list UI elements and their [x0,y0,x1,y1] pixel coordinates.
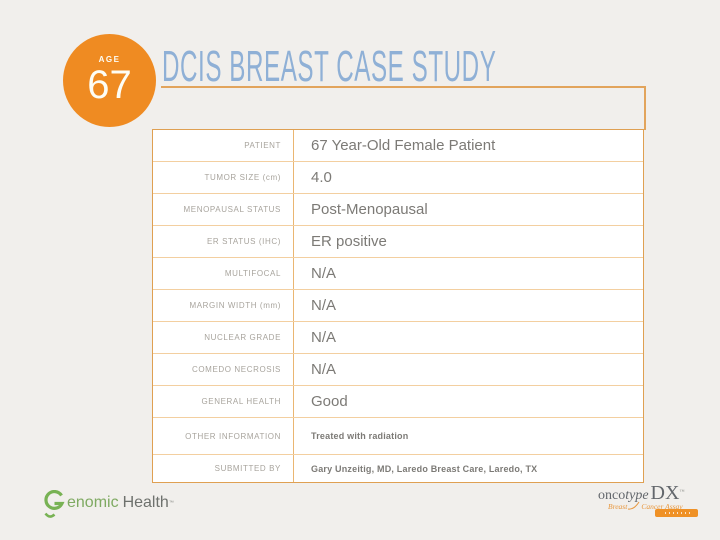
genomic-health-wordmark: enomic Health™ [67,492,174,514]
row-value: Good [311,393,348,410]
genomic-text: enomic [67,494,119,511]
row-label: MENOPAUSAL STATUS [153,194,294,225]
type-text: type [625,488,649,503]
orange-ribbon-badge-icon [655,509,698,517]
row-label: MARGIN WIDTH (mm) [153,290,294,321]
table-row: SUBMITTED BY Gary Unzeitig, MD, Laredo Br… [153,454,643,482]
swoosh-icon [628,501,640,510]
header-connector-line [644,86,646,130]
page-title: DCIS BREAST CASE STUDY [162,42,497,91]
oncotype-dx-wordmark: oncotype DX™ [598,482,713,504]
table-row: TUMOR SIZE (cm) 4.0 [153,161,643,193]
row-value: 67 Year-Old Female Patient [311,137,496,154]
trademark-symbol: ™ [679,490,685,495]
oncotype-dx-logo: oncotype DX™ Breast Cancer Assay [598,482,713,517]
table-row: MARGIN WIDTH (mm) N/A [153,289,643,321]
row-value: N/A [311,329,337,346]
row-value: N/A [311,361,337,378]
table-row: MULTIFOCAL N/A [153,257,643,289]
row-label: ER STATUS (IHC) [153,226,294,257]
table-row: OTHER INFORMATION Treated with radiation [153,417,643,454]
row-value: Treated with radiation [311,431,409,441]
row-label: MULTIFOCAL [153,258,294,289]
table-row: ER STATUS (IHC) ER positive [153,225,643,257]
row-label: TUMOR SIZE (cm) [153,162,294,193]
row-value: Post-Menopausal [311,201,428,218]
genomic-health-helix-g-icon [44,490,65,518]
header-underline [161,86,645,88]
row-label: SUBMITTED BY [153,455,294,482]
cancer-assay-text: Cancer Assay [641,502,683,511]
table-row: GENERAL HEALTH Good [153,385,643,417]
row-label: NUCLEAR GRADE [153,322,294,353]
row-value: N/A [311,265,337,282]
table-row: MENOPAUSAL STATUS Post-Menopausal [153,193,643,225]
row-value: 4.0 [311,169,332,186]
row-label: PATIENT [153,130,294,161]
onco-text: onco [598,488,626,503]
genomic-health-logo: enomic Health™ [42,490,174,522]
row-label: COMEDO NECROSIS [153,354,294,385]
row-value: Gary Unzeitig, MD, Laredo Breast Care, L… [311,463,538,474]
row-label: OTHER INFORMATION [153,418,294,454]
table-row: NUCLEAR GRADE N/A [153,321,643,353]
row-value: N/A [311,297,337,314]
dx-text: DX [650,482,680,504]
age-value: 67 [87,63,132,107]
trademark-symbol: ™ [168,500,174,506]
table-row: PATIENT 67 Year-Old Female Patient [153,130,643,161]
row-label: GENERAL HEALTH [153,386,294,417]
breast-text: Breast [608,502,628,511]
table-row: COMEDO NECROSIS N/A [153,353,643,385]
case-table: PATIENT 67 Year-Old Female Patient TUMOR S… [152,129,644,483]
health-text: Health [122,494,169,511]
breast-cancer-assay-tagline: Breast Cancer Assay [608,501,713,511]
row-value: ER positive [311,233,387,250]
age-badge: AGE 67 [63,34,156,127]
age-label: AGE [98,55,121,64]
